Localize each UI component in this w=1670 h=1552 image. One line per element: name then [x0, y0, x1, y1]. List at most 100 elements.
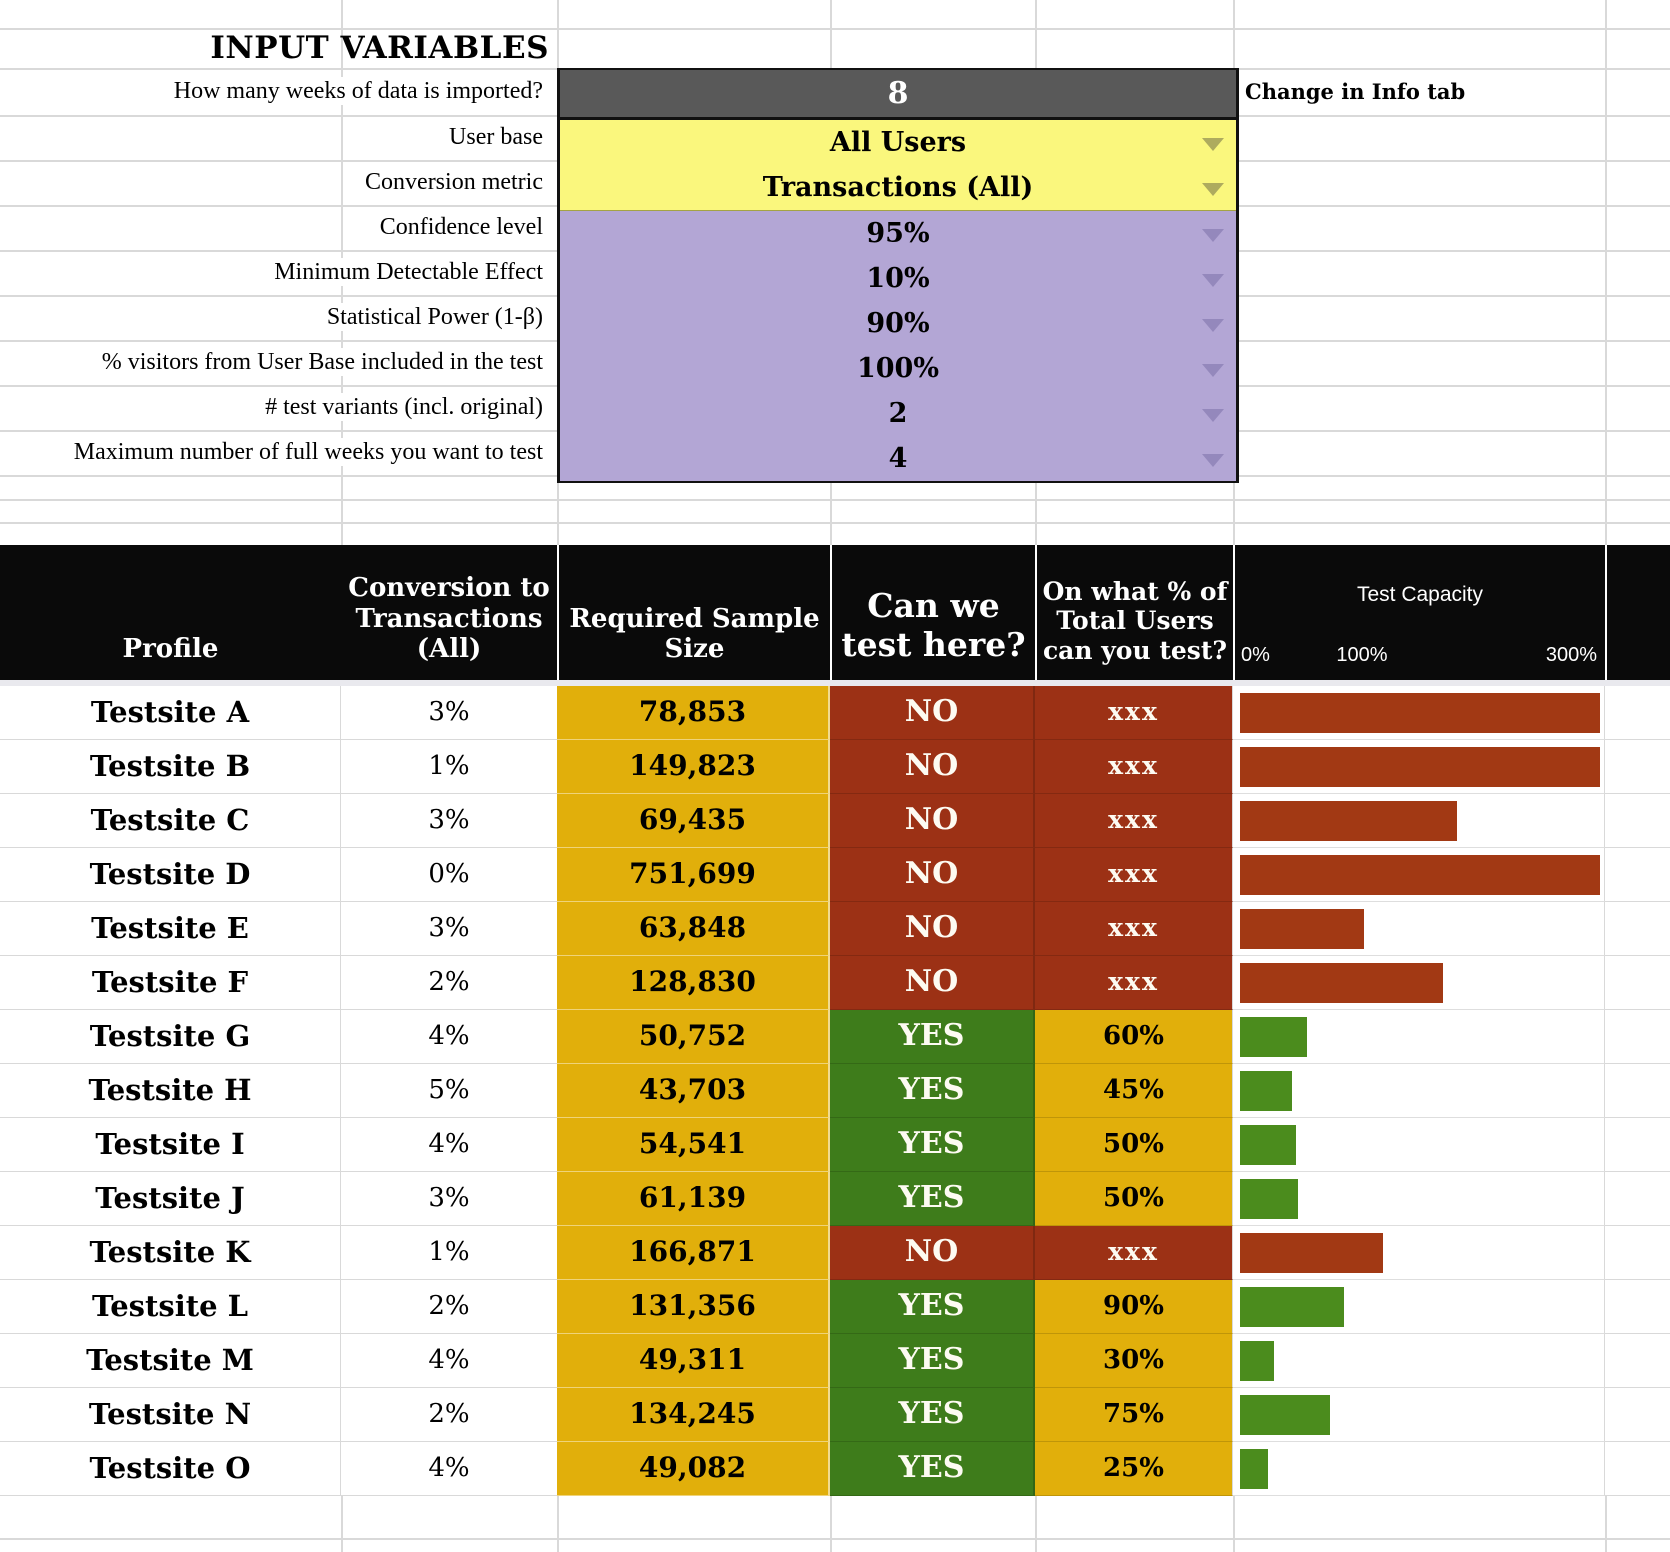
dropdown-arrow-icon[interactable] — [1202, 228, 1224, 242]
capacity-bar — [1240, 801, 1457, 841]
can-test-cell: YES — [830, 1064, 1035, 1118]
input-value-visitors-dropdown[interactable]: 100% — [560, 346, 1236, 391]
capacity-chart-cell — [1233, 794, 1605, 848]
gridline — [0, 499, 1670, 501]
can-test-cell: YES — [830, 1442, 1035, 1496]
conversion-cell: 3% — [341, 686, 557, 740]
pct-users-cell: xxx — [1035, 848, 1233, 902]
profile-cell: Testsite O — [0, 1442, 341, 1496]
sample-size-cell: 78,853 — [557, 686, 830, 740]
dropdown-arrow-icon[interactable] — [1202, 182, 1224, 196]
conversion-cell: 0% — [341, 848, 557, 902]
input-value-mde-dropdown[interactable]: 10% — [560, 256, 1236, 301]
can-test-cell: YES — [830, 1172, 1035, 1226]
profile-cell: Testsite F — [0, 956, 341, 1010]
input-value-confidence-dropdown[interactable]: 95% — [560, 211, 1236, 256]
profile-cell: Testsite C — [0, 794, 341, 848]
dropdown-arrow-icon[interactable] — [1202, 273, 1224, 287]
conversion-cell: 2% — [341, 956, 557, 1010]
dropdown-arrow-icon[interactable] — [1202, 363, 1224, 377]
empty-cell — [1605, 1280, 1670, 1334]
pct-users-cell: 25% — [1035, 1442, 1233, 1496]
profile-cell: Testsite L — [0, 1280, 341, 1334]
capacity-chart-cell — [1233, 1172, 1605, 1226]
empty-cell — [1605, 686, 1670, 740]
table-row: Testsite I 4% 54,541 YES 50% — [0, 1118, 1670, 1172]
capacity-bar — [1240, 1125, 1296, 1165]
axis-label-0: 0% — [1241, 644, 1270, 667]
gridline — [341, 1496, 343, 1552]
table-row: Testsite E 3% 63,848 NO xxx — [0, 902, 1670, 956]
profile-cell: Testsite I — [0, 1118, 341, 1172]
dropdown-arrow-icon[interactable] — [1202, 318, 1224, 332]
pct-users-cell: 50% — [1035, 1118, 1233, 1172]
input-label-maxweeks: Maximum number of full weeks you want to… — [0, 430, 549, 475]
input-label-weeks: How many weeks of data is imported? — [0, 68, 549, 115]
empty-cell — [1605, 1118, 1670, 1172]
profile-cell: Testsite G — [0, 1010, 341, 1064]
input-label-variants: # test variants (incl. original) — [0, 385, 549, 430]
can-test-cell: YES — [830, 1118, 1035, 1172]
pct-users-cell: 60% — [1035, 1010, 1233, 1064]
capacity-chart-cell — [1233, 1334, 1605, 1388]
dropdown-arrow-icon[interactable] — [1202, 137, 1224, 151]
profile-cell: Testsite N — [0, 1388, 341, 1442]
capacity-chart-cell — [1233, 956, 1605, 1010]
conversion-cell: 1% — [341, 1226, 557, 1280]
capacity-bar — [1240, 1233, 1383, 1273]
gridline — [0, 1538, 1670, 1540]
input-label-metric: Conversion metric — [0, 160, 549, 205]
conversion-cell: 3% — [341, 902, 557, 956]
capacity-chart-cell — [1233, 1064, 1605, 1118]
table-row: Testsite B 1% 149,823 NO xxx — [0, 740, 1670, 794]
dropdown-arrow-icon[interactable] — [1202, 453, 1224, 467]
pct-users-cell: xxx — [1035, 686, 1233, 740]
profile-cell: Testsite H — [0, 1064, 341, 1118]
sample-size-cell: 149,823 — [557, 740, 830, 794]
pct-users-cell: 50% — [1035, 1172, 1233, 1226]
header-profile-conversion: Profile Conversion to Transactions (All) — [0, 545, 557, 680]
capacity-chart-cell — [1233, 1226, 1605, 1280]
can-test-cell: NO — [830, 794, 1035, 848]
empty-cell — [1605, 740, 1670, 794]
header-pct-users: On what % of Total Users can you test? — [1035, 545, 1233, 680]
empty-cell — [1605, 1226, 1670, 1280]
profile-cell: Testsite K — [0, 1226, 341, 1280]
change-info-note: Change in Info tab — [1245, 79, 1466, 104]
capacity-bar — [1240, 1287, 1344, 1327]
profile-cell: Testsite D — [0, 848, 341, 902]
capacity-chart-cell — [1233, 902, 1605, 956]
header-test-capacity: Test Capacity 0% 100% 300% — [1233, 545, 1605, 680]
gridline — [557, 1496, 559, 1552]
table-row: Testsite F 2% 128,830 NO xxx — [0, 956, 1670, 1010]
table-row: Testsite H 5% 43,703 YES 45% — [0, 1064, 1670, 1118]
capacity-bar — [1240, 747, 1600, 787]
gridline — [1605, 0, 1607, 545]
dropdown-arrow-icon[interactable] — [1202, 408, 1224, 422]
capacity-chart-cell — [1233, 1388, 1605, 1442]
empty-cell — [1605, 902, 1670, 956]
profile-cell: Testsite A — [0, 686, 341, 740]
input-value-userbase-dropdown[interactable]: All Users — [560, 120, 1236, 165]
pct-users-cell: xxx — [1035, 794, 1233, 848]
input-value-maxweeks-dropdown[interactable]: 4 — [560, 436, 1236, 481]
table-row: Testsite N 2% 134,245 YES 75% — [0, 1388, 1670, 1442]
pct-users-cell: xxx — [1035, 740, 1233, 794]
sample-size-cell: 134,245 — [557, 1388, 830, 1442]
input-value-variants-dropdown[interactable]: 2 — [560, 391, 1236, 436]
empty-cell — [1605, 848, 1670, 902]
empty-cell — [1605, 1388, 1670, 1442]
sample-size-cell: 54,541 — [557, 1118, 830, 1172]
table-header: Profile Conversion to Transactions (All)… — [0, 545, 1670, 680]
input-value-power-dropdown[interactable]: 90% — [560, 301, 1236, 346]
pct-users-cell: 45% — [1035, 1064, 1233, 1118]
pct-users-cell: 75% — [1035, 1388, 1233, 1442]
input-label-userbase: User base — [0, 115, 549, 160]
input-value-metric-dropdown[interactable]: Transactions (All) — [560, 165, 1236, 211]
gridline — [830, 1496, 832, 1552]
table-row: Testsite D 0% 751,699 NO xxx — [0, 848, 1670, 902]
empty-cell — [1605, 1010, 1670, 1064]
gridline — [1605, 1496, 1607, 1552]
sample-size-cell: 49,311 — [557, 1334, 830, 1388]
